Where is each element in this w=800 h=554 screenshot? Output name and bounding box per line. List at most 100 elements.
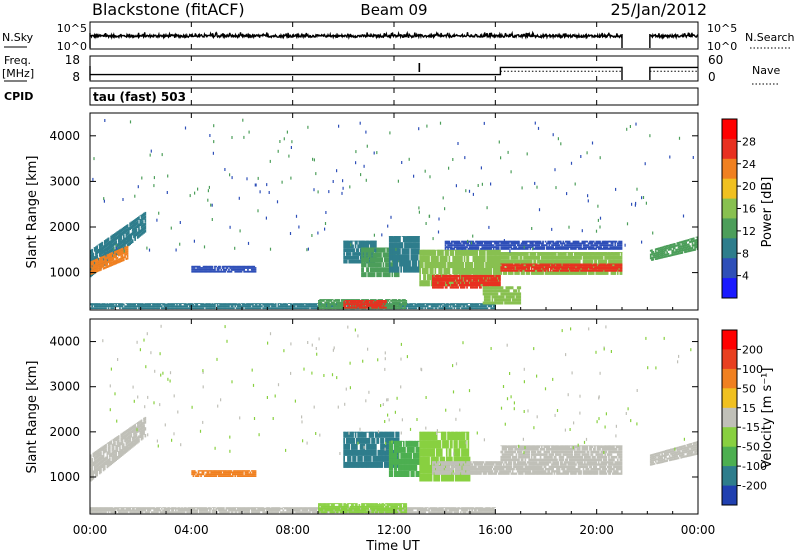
heatmap-cell — [361, 257, 363, 263]
heatmap-cell — [495, 246, 497, 248]
heatmap-cell — [489, 249, 491, 251]
heatmap-cell — [535, 240, 538, 243]
heatmap-cell — [519, 286, 522, 290]
heatmap-cell — [112, 258, 115, 261]
heatmap-cell — [390, 254, 392, 261]
heatmap-cell — [329, 303, 332, 306]
heatmap-cell — [324, 305, 326, 308]
heatmap-cell — [568, 271, 571, 275]
heatmap-cell — [457, 279, 459, 282]
heatmap-cell — [461, 303, 463, 306]
heatmap-cell — [96, 245, 98, 250]
heatmap-cell — [402, 303, 405, 306]
heatmap-cell — [397, 272, 400, 278]
heatmap-cell — [619, 271, 622, 275]
heatmap-cell — [223, 270, 225, 273]
heatmap-cell — [505, 242, 508, 245]
heatmap-cell — [487, 279, 490, 282]
heatmap-cell — [220, 303, 223, 306]
heatmap-cell — [556, 244, 558, 247]
heatmap-cell — [466, 274, 468, 278]
heatmap-cell — [130, 303, 133, 304]
heatmap-cell — [362, 240, 364, 245]
heatmap-cell — [599, 244, 601, 247]
heatmap-cell — [292, 307, 295, 310]
heatmap-cell — [396, 307, 399, 310]
heatmap-cell — [467, 281, 470, 284]
heatmap-cell — [504, 240, 506, 243]
heatmap-cell — [226, 307, 229, 310]
heatmap-cell — [143, 305, 145, 308]
heatmap-cell — [198, 305, 201, 308]
heatmap-cell — [615, 240, 618, 243]
heatmap-cell — [525, 271, 528, 275]
heatmap-cell — [530, 263, 533, 265]
heatmap-cell — [552, 252, 554, 253]
heatmap-cell — [192, 303, 195, 306]
heatmap-cell — [459, 242, 462, 245]
heatmap-cell — [518, 259, 520, 264]
heatmap-cell — [174, 303, 177, 304]
heatmap-cell — [117, 249, 120, 252]
heatmap-cell — [95, 270, 97, 273]
heatmap-cell — [105, 239, 107, 244]
heatmap-cell — [299, 305, 301, 308]
heatmap-cell — [480, 303, 482, 306]
heatmap-cell — [594, 255, 596, 260]
heatmap-cell — [326, 299, 329, 300]
heatmap-cell — [524, 268, 527, 270]
heatmap-cell — [337, 299, 339, 300]
heatmap-cell — [120, 240, 123, 245]
heatmap-cell — [361, 247, 363, 249]
heatmap-cell — [515, 263, 518, 265]
heatmap-cell — [475, 279, 477, 282]
heatmap-cell — [190, 303, 192, 306]
heatmap-cell — [438, 249, 440, 251]
heatmap-cell — [435, 303, 438, 306]
heatmap-cell — [253, 269, 256, 271]
heatmap-cell — [375, 240, 377, 245]
heatmap-cell — [362, 303, 364, 305]
heatmap-cell — [187, 307, 190, 310]
heatmap-cell — [461, 274, 463, 278]
heatmap-cell — [373, 240, 376, 242]
heatmap-cell — [533, 252, 535, 253]
heatmap-cell — [130, 307, 133, 310]
heatmap-cell — [372, 247, 375, 253]
heatmap-cell — [361, 303, 363, 305]
heatmap-cell — [454, 249, 457, 256]
heatmap-cell — [310, 303, 313, 306]
heatmap-cell — [133, 219, 135, 224]
heatmap-cell — [448, 307, 451, 310]
heatmap-cell — [530, 259, 533, 264]
heatmap-cell — [485, 301, 487, 305]
heatmap-cell — [373, 244, 376, 249]
heatmap-cell — [608, 259, 610, 264]
heatmap-cell — [211, 305, 214, 308]
heatmap-cell — [437, 249, 439, 251]
heatmap-cell — [504, 259, 506, 264]
heatmap-cell — [487, 246, 490, 248]
heatmap-cell — [103, 305, 106, 308]
heatmap-cell — [599, 240, 601, 243]
heatmap-cell — [429, 249, 432, 251]
heatmap-cell — [147, 303, 149, 304]
heatmap-cell — [106, 303, 109, 304]
heatmap-cell — [481, 277, 484, 280]
heatmap-cell — [356, 300, 358, 302]
heatmap-cell — [502, 242, 505, 245]
heatmap-cell — [600, 244, 603, 247]
heatmap-cell — [603, 244, 605, 247]
heatmap-cell — [549, 268, 552, 270]
heatmap-cell — [361, 300, 363, 302]
heatmap-cell — [125, 246, 128, 249]
heatmap-cell — [490, 268, 492, 275]
heatmap-cell — [149, 303, 152, 306]
heatmap-cell — [235, 270, 238, 273]
heatmap-cell — [395, 305, 397, 308]
heatmap-cell — [452, 280, 454, 287]
heatmap-cell — [371, 257, 373, 263]
heatmap-cell — [470, 274, 472, 278]
heatmap-cell — [482, 246, 485, 248]
heatmap-cell — [111, 247, 114, 252]
